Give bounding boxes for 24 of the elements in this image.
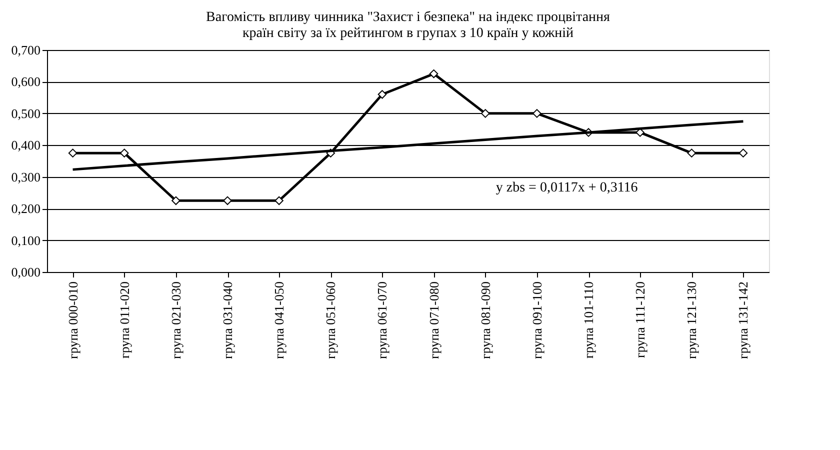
y-tick-label: 0,500 <box>11 106 40 121</box>
y-tick-label: 0,000 <box>11 264 40 280</box>
y-tick-label: 0,100 <box>11 232 40 248</box>
x-tick-label: група 101-110 <box>581 282 596 358</box>
y-tick-label: 0,300 <box>11 169 40 184</box>
annotation: y zbs = 0,0117x + 0,3116 <box>496 180 638 196</box>
x-tick-label: група 091-100 <box>529 282 544 359</box>
x-tick-label: група 121-130 <box>684 282 700 359</box>
x-tick-label: група 131-142 <box>736 282 751 359</box>
x-tick-label: група 000-010 <box>65 282 80 359</box>
x-tick-label: група 111-120 <box>632 282 648 358</box>
y-tick-label: 0,700 <box>11 42 40 58</box>
x-tick-label: група 031-040 <box>220 282 235 359</box>
chart-title: Вагомість впливу чинника "Захист і безпека" на індекс процвітання країн світу за їх рейтингом в групах з 10 країн у кожній <box>206 10 611 41</box>
x-tick-label: група 061-070 <box>374 282 390 359</box>
y-tick-label: 0,200 <box>11 201 40 216</box>
x-tick-label: група 021-030 <box>168 282 184 359</box>
x-tick-label: група 011-020 <box>116 282 132 358</box>
y-tick-label: 0,600 <box>11 74 40 90</box>
x-tick-label: група 051-060 <box>323 282 338 359</box>
y-tick-label: 0,400 <box>11 138 40 153</box>
x-tick-label: група 041-050 <box>272 282 287 359</box>
x-tick-label: група 071-080 <box>426 282 442 359</box>
x-tick-label: група 081-090 <box>478 282 493 359</box>
